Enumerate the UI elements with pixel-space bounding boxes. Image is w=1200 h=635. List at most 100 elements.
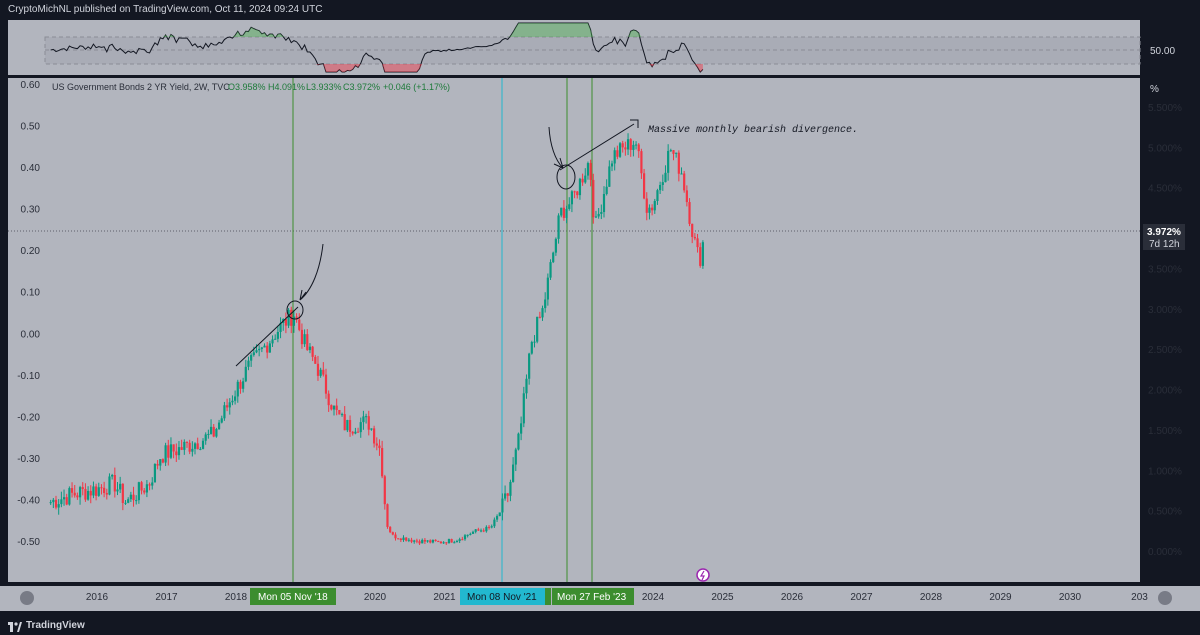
candle xyxy=(348,415,352,437)
candle xyxy=(656,188,659,205)
candle xyxy=(351,430,354,436)
candle xyxy=(367,410,370,436)
candle xyxy=(680,167,683,175)
candle xyxy=(672,150,675,161)
candle xyxy=(503,485,507,501)
candle xyxy=(600,204,603,220)
scroll-left-button[interactable] xyxy=(20,591,34,605)
event-icon[interactable] xyxy=(696,568,710,582)
candle xyxy=(584,168,587,184)
candle xyxy=(185,441,189,448)
candle xyxy=(402,535,405,542)
candle xyxy=(667,144,670,181)
candle xyxy=(501,493,504,521)
right-tick: 2.000% xyxy=(1148,386,1182,397)
legend-symbol: US Government Bonds 2 YR Yield, 2W, TVC xyxy=(52,82,230,92)
legend-change: +0.046 (+1.17%) xyxy=(383,82,450,92)
time-tick: 2016 xyxy=(86,592,109,603)
legend-high: H4.091% xyxy=(268,82,305,92)
candle xyxy=(437,540,440,543)
candle xyxy=(466,534,469,538)
candle xyxy=(581,173,584,186)
candle xyxy=(215,427,218,438)
left-tick: 0.10 xyxy=(21,288,41,299)
candle xyxy=(378,439,381,456)
candle xyxy=(429,539,432,544)
trendline-2022 xyxy=(559,123,635,171)
right-tick: 1.000% xyxy=(1148,466,1182,477)
candle xyxy=(552,251,555,264)
marker-label-1: Mon 05 Nov '18 xyxy=(258,592,328,603)
candle xyxy=(495,514,499,522)
candle xyxy=(413,539,416,544)
candle xyxy=(113,467,116,498)
left-tick: 0.40 xyxy=(21,163,41,174)
candle xyxy=(359,417,362,438)
candle xyxy=(108,473,111,496)
candle xyxy=(212,424,215,438)
unit-badge-bg xyxy=(1143,80,1183,97)
left-axis: 0.60 0.50 0.40 0.30 0.20 0.10 0.00 -0.10 -0.20 -0… xyxy=(17,80,40,548)
candle xyxy=(295,313,298,323)
candle xyxy=(135,495,138,505)
left-tick: -0.30 xyxy=(17,454,40,465)
candle xyxy=(346,419,349,433)
marker-label-3: Mon 27 Feb '23 xyxy=(557,592,627,603)
candle xyxy=(220,415,223,424)
right-tick: 1.500% xyxy=(1148,426,1182,437)
candle xyxy=(204,432,207,445)
candle xyxy=(65,493,68,506)
candle xyxy=(405,537,408,542)
candle xyxy=(685,185,688,207)
candle xyxy=(129,491,132,502)
candle xyxy=(86,486,90,501)
candle xyxy=(613,147,616,171)
candle xyxy=(364,413,368,424)
right-tick: 5.500% xyxy=(1148,103,1182,114)
candle xyxy=(562,200,565,221)
candle xyxy=(642,168,646,200)
candle xyxy=(370,428,373,431)
time-tick: 2025 xyxy=(711,592,734,603)
candle xyxy=(560,207,563,218)
left-tick: -0.40 xyxy=(17,495,40,506)
candle xyxy=(172,444,175,459)
price-tag-bg xyxy=(1143,224,1185,250)
candle xyxy=(260,346,263,353)
candle xyxy=(418,539,421,546)
left-tick: 0.20 xyxy=(21,246,41,257)
candle xyxy=(421,538,424,544)
candle xyxy=(284,312,287,334)
candle xyxy=(693,232,696,241)
candle xyxy=(271,335,274,347)
candle xyxy=(153,463,157,483)
candle xyxy=(159,459,162,471)
candle xyxy=(60,491,63,508)
candle xyxy=(121,483,124,511)
candle xyxy=(124,500,127,505)
candle xyxy=(602,186,606,218)
candle xyxy=(228,398,231,415)
candle xyxy=(651,204,654,216)
candle xyxy=(375,437,378,451)
candle xyxy=(485,525,488,533)
candle xyxy=(632,140,635,157)
candles xyxy=(49,133,704,546)
candle xyxy=(688,198,691,227)
candle xyxy=(597,208,600,219)
candle xyxy=(343,406,346,431)
candle xyxy=(111,473,114,480)
footer-brand: TradingView xyxy=(26,620,85,631)
circle-2022 xyxy=(556,164,576,190)
candle xyxy=(95,483,98,501)
candle xyxy=(70,482,74,498)
candle xyxy=(426,540,429,543)
candle xyxy=(691,223,694,244)
candle xyxy=(669,148,672,152)
candle xyxy=(319,367,322,378)
settings-button[interactable] xyxy=(1158,591,1172,605)
candle xyxy=(439,541,443,544)
candle xyxy=(52,497,55,509)
candle xyxy=(474,529,477,534)
